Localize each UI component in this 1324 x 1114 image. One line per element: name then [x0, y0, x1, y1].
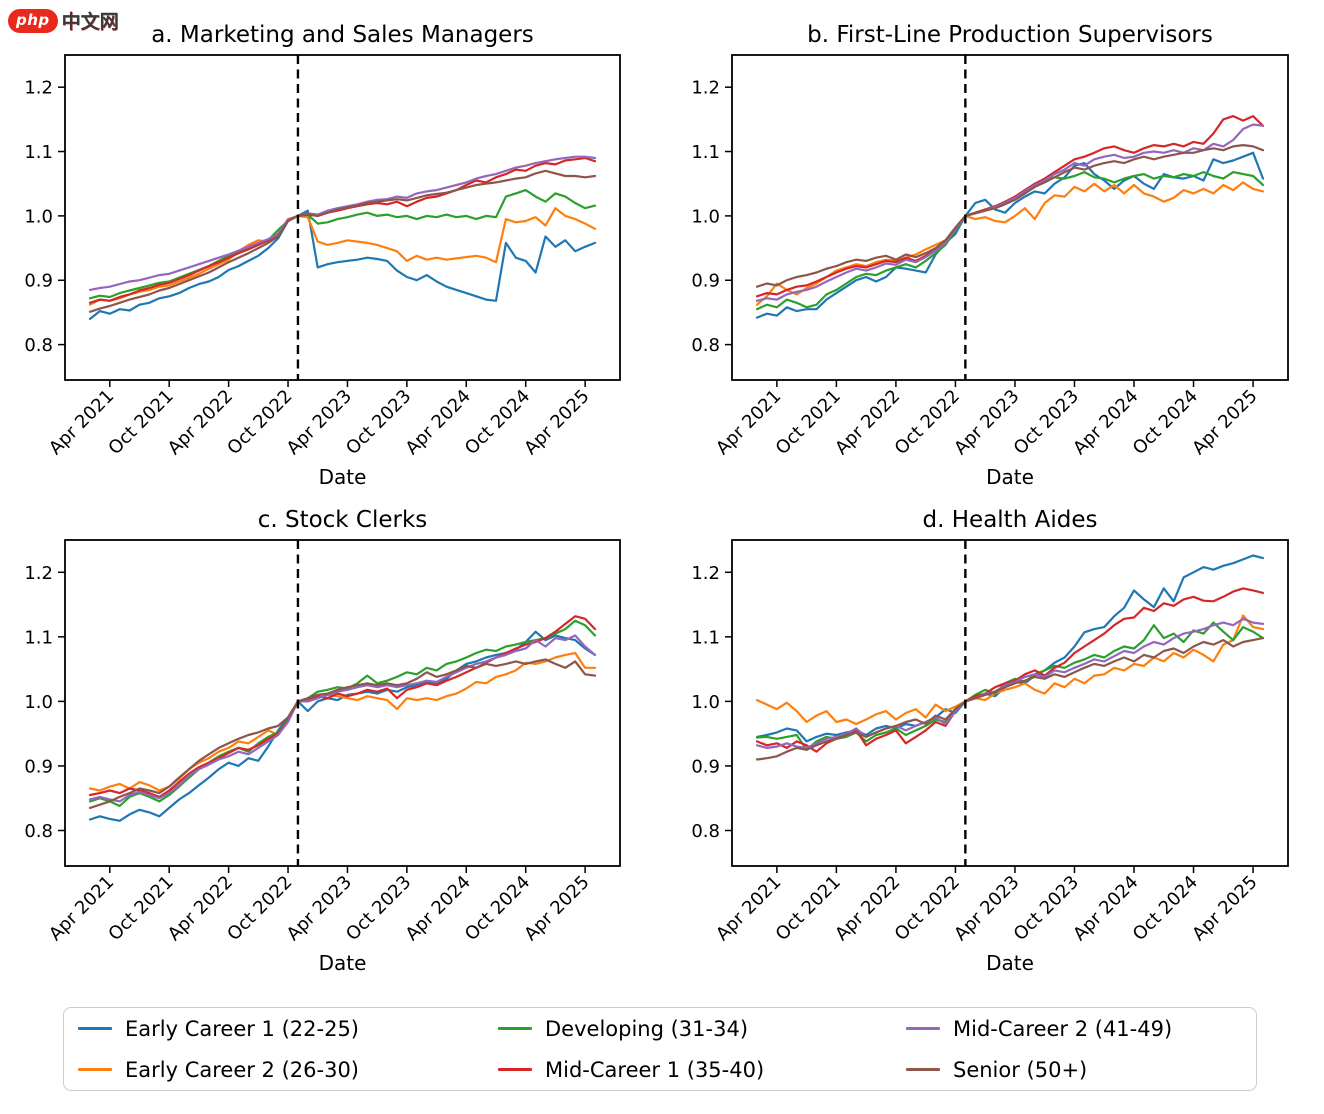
php-logo-badge: php — [8, 8, 58, 33]
legend-swatch-ec2 — [78, 1067, 112, 1072]
legend-entry-mc2: Mid-Career 2 (41-49) — [906, 1017, 1256, 1041]
panel-b-title: b. First-Line Production Supervisors — [807, 22, 1213, 48]
y-tick-label: 1.0 — [24, 206, 53, 227]
chart-legend: Early Career 1 (22-25) Early Career 2 (26… — [63, 1007, 1257, 1091]
y-tick-label: 1.1 — [691, 142, 720, 163]
panel-a-series-ec2-line — [88, 207, 597, 306]
panel-d-series-ec2-line — [755, 614, 1265, 726]
panel-b-series-ec2-line — [755, 181, 1265, 306]
panel-b-series-ec1-line — [755, 151, 1265, 319]
legend-label-senior: Senior (50+) — [953, 1057, 1088, 1082]
legend-entry-ec2: Early Career 2 (26-30) — [78, 1058, 498, 1082]
y-tick-label: 0.8 — [24, 335, 53, 356]
x-tick-label: Apr 2025 — [1188, 872, 1261, 945]
panel-d-title: d. Health Aides — [923, 507, 1098, 533]
y-tick-label: 1.1 — [24, 627, 53, 648]
y-tick-label: 0.9 — [691, 756, 720, 777]
legend-swatch-mc2 — [906, 1026, 940, 1031]
panel-c-xaxis-label: Date — [319, 951, 367, 975]
panel-a-series-senior-line — [88, 169, 597, 313]
panel-a-series-mc2-line — [88, 155, 597, 291]
legend-label-ec1: Early Career 1 (22-25) — [125, 1016, 360, 1041]
y-tick-label: 0.8 — [24, 821, 53, 842]
y-tick-label: 1.0 — [691, 206, 720, 227]
y-tick-label: 1.2 — [24, 563, 53, 584]
logo-text: 中文网 — [61, 11, 119, 33]
y-tick-label: 1.2 — [691, 78, 720, 99]
panel-c-series-mc1-line — [88, 615, 597, 799]
panel-c-series-mc2-line — [88, 634, 597, 803]
legend-entry-senior: Senior (50+) — [906, 1058, 1256, 1082]
panel-a-series-dev-line — [88, 189, 597, 300]
legend-entry-ec1: Early Career 1 (22-25) — [78, 1017, 498, 1041]
legend-entry-dev: Developing (31-34) — [498, 1017, 906, 1041]
panel-c-plot-area — [64, 539, 621, 867]
panel-b-plot-area — [731, 54, 1289, 381]
legend-label-mc1: Mid-Career 1 (35-40) — [545, 1057, 765, 1082]
y-tick-label: 0.9 — [24, 756, 53, 777]
y-tick-label: 0.8 — [691, 335, 720, 356]
panel-a-title: a. Marketing and Sales Managers — [151, 22, 534, 48]
legend-swatch-senior — [906, 1067, 940, 1072]
panel-d-plot-area — [731, 539, 1289, 867]
y-tick-label: 0.9 — [24, 271, 53, 292]
panel-a-series-ec1-line — [88, 209, 597, 320]
y-tick-label: 1.1 — [691, 627, 720, 648]
y-tick-label: 1.0 — [24, 692, 53, 713]
legend-label-mc2: Mid-Career 2 (41-49) — [953, 1016, 1173, 1041]
y-tick-label: 1.1 — [24, 142, 53, 163]
x-tick-label: Apr 2025 — [520, 872, 593, 945]
y-tick-label: 0.9 — [691, 271, 720, 292]
panel-c-title: c. Stock Clerks — [258, 507, 428, 533]
x-tick-label: Apr 2025 — [1188, 386, 1261, 459]
panel-d-series-mc2-line — [755, 617, 1265, 750]
legend-label-dev: Developing (31-34) — [545, 1016, 749, 1041]
panel-c-series-senior-line — [88, 658, 597, 810]
y-tick-label: 1.2 — [24, 78, 53, 99]
legend-swatch-ec1 — [78, 1026, 112, 1031]
legend-swatch-mc1 — [498, 1067, 532, 1072]
y-tick-label: 1.0 — [691, 692, 720, 713]
panel-d-series-senior-line — [755, 636, 1265, 761]
panel-b-series-senior-line — [755, 144, 1265, 288]
y-tick-label: 1.2 — [691, 563, 720, 584]
legend-label-ec2: Early Career 2 (26-30) — [125, 1057, 360, 1082]
legend-entry-mc1: Mid-Career 1 (35-40) — [498, 1058, 906, 1082]
panel-b-xaxis-label: Date — [986, 465, 1034, 489]
panel-b-series-mc2-line — [755, 123, 1265, 302]
y-tick-label: 0.8 — [691, 821, 720, 842]
legend-swatch-dev — [498, 1026, 532, 1031]
x-tick-label: Apr 2025 — [520, 386, 593, 459]
panel-a-xaxis-label: Date — [319, 465, 367, 489]
panel-d-xaxis-label: Date — [986, 951, 1034, 975]
site-logo: php 中文网 — [8, 7, 119, 34]
panel-b-series-mc1-line — [755, 114, 1265, 298]
